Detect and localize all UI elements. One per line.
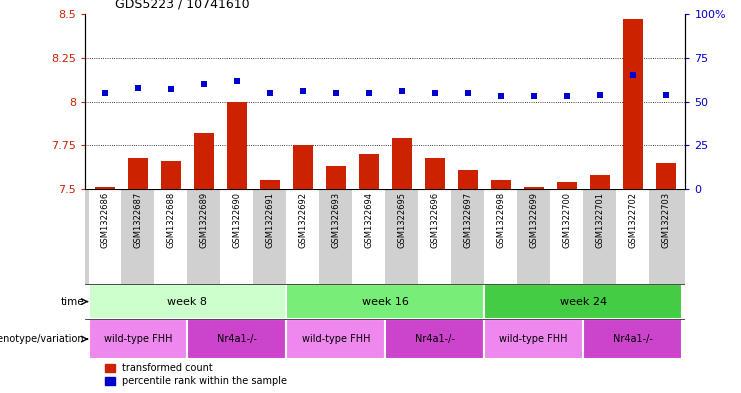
Point [495, 93, 507, 99]
Text: GSM1322689: GSM1322689 [199, 192, 208, 248]
Point [561, 93, 573, 99]
Point [99, 90, 111, 96]
Text: GSM1322697: GSM1322697 [463, 192, 472, 248]
Point [165, 86, 177, 92]
Point [659, 92, 671, 98]
Bar [88, 284, 286, 319]
Bar [392, 138, 412, 189]
Bar [227, 101, 247, 189]
Point [132, 84, 144, 91]
Text: Nr4a1-/-: Nr4a1-/- [217, 334, 257, 344]
Point [528, 93, 539, 99]
Bar [326, 166, 346, 189]
Bar [187, 319, 286, 359]
Bar [425, 158, 445, 189]
Bar [319, 189, 352, 284]
Bar [352, 189, 385, 284]
Text: wild-type FHH: wild-type FHH [104, 334, 172, 344]
Text: week 16: week 16 [362, 297, 409, 307]
Bar [154, 189, 187, 284]
Bar [220, 189, 253, 284]
Text: GSM1322692: GSM1322692 [299, 192, 308, 248]
Bar [253, 189, 286, 284]
Bar [385, 189, 419, 284]
Bar [583, 319, 682, 359]
Bar [458, 170, 478, 189]
Bar [583, 189, 617, 284]
Bar [194, 133, 214, 189]
Bar [187, 189, 220, 284]
Point [462, 90, 473, 96]
Point [594, 92, 605, 98]
Bar [551, 189, 583, 284]
Bar [491, 180, 511, 189]
Point [198, 81, 210, 87]
Text: genotype/variation: genotype/variation [0, 334, 84, 344]
Text: GSM1322695: GSM1322695 [397, 192, 406, 248]
Point [330, 90, 342, 96]
Text: GSM1322702: GSM1322702 [628, 192, 637, 248]
Text: GSM1322686: GSM1322686 [101, 192, 110, 248]
Text: time: time [61, 297, 84, 307]
Text: GSM1322691: GSM1322691 [265, 192, 274, 248]
Bar [95, 187, 115, 189]
Bar [260, 180, 280, 189]
Point [429, 90, 441, 96]
Text: Nr4a1-/-: Nr4a1-/- [415, 334, 455, 344]
Text: GSM1322687: GSM1322687 [133, 192, 142, 248]
Bar [524, 187, 544, 189]
Text: week 24: week 24 [559, 297, 607, 307]
Point [297, 88, 309, 94]
Text: GSM1322701: GSM1322701 [595, 192, 604, 248]
Text: GSM1322700: GSM1322700 [562, 192, 571, 248]
Bar [622, 19, 642, 189]
Bar [88, 319, 187, 359]
Bar [485, 189, 517, 284]
Text: GSM1322694: GSM1322694 [365, 192, 373, 248]
Bar [293, 145, 313, 189]
Text: GSM1322703: GSM1322703 [661, 192, 670, 248]
Bar [359, 154, 379, 189]
Text: week 8: week 8 [167, 297, 207, 307]
Bar [451, 189, 485, 284]
Point [264, 90, 276, 96]
Bar [485, 284, 682, 319]
Bar [128, 158, 148, 189]
Point [396, 88, 408, 94]
Bar [161, 161, 181, 189]
Bar [649, 189, 682, 284]
Text: GSM1322693: GSM1322693 [331, 192, 340, 248]
Bar [517, 189, 551, 284]
Text: Nr4a1-/-: Nr4a1-/- [613, 334, 653, 344]
Text: GDS5223 / 10741610: GDS5223 / 10741610 [115, 0, 250, 10]
Legend: transformed count, percentile rank within the sample: transformed count, percentile rank withi… [105, 363, 288, 386]
Text: GSM1322690: GSM1322690 [233, 192, 242, 248]
Bar [286, 319, 385, 359]
Text: wild-type FHH: wild-type FHH [499, 334, 568, 344]
Text: wild-type FHH: wild-type FHH [302, 334, 370, 344]
Bar [88, 189, 122, 284]
Bar [286, 189, 319, 284]
Point [231, 77, 243, 84]
Text: GSM1322688: GSM1322688 [167, 192, 176, 248]
Text: GSM1322699: GSM1322699 [529, 192, 538, 248]
Text: GSM1322696: GSM1322696 [431, 192, 439, 248]
Bar [656, 163, 676, 189]
Bar [485, 319, 583, 359]
Bar [122, 189, 154, 284]
Bar [617, 189, 649, 284]
Bar [286, 284, 485, 319]
Bar [419, 189, 451, 284]
Point [363, 90, 375, 96]
Bar [385, 319, 485, 359]
Bar [556, 182, 576, 189]
Point [627, 72, 639, 79]
Bar [590, 175, 610, 189]
Text: GSM1322698: GSM1322698 [496, 192, 505, 248]
